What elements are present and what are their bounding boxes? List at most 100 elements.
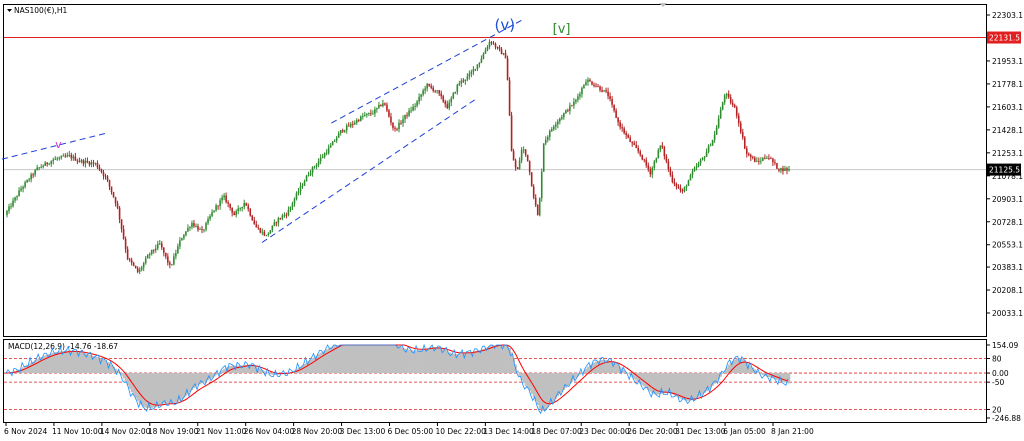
candle-body <box>609 96 611 99</box>
macd-histogram-bar <box>731 360 735 374</box>
candle-body <box>677 186 680 188</box>
candle-body <box>394 127 396 129</box>
macd-histogram-bar <box>540 373 544 412</box>
macd-histogram-bar <box>558 373 562 394</box>
candle-body <box>66 155 69 157</box>
candle-body <box>8 206 10 212</box>
candle-body <box>402 119 404 124</box>
macd-histogram-bar <box>400 347 403 374</box>
macd-histogram-bar <box>64 350 67 374</box>
macd-histogram-bar <box>727 364 730 374</box>
macd-histogram-bar <box>769 373 773 378</box>
wave-label-paren-v: (v) <box>495 16 516 34</box>
macd-histogram-bar <box>162 373 166 404</box>
candle-body <box>780 168 782 171</box>
macd-tick-label: 0.00 <box>992 369 1009 378</box>
price-tick-label: 21253.1 <box>992 149 1023 158</box>
macd-histogram-bar <box>156 373 160 407</box>
candle-body <box>154 248 157 251</box>
candle-body <box>265 234 268 236</box>
candle-body <box>699 160 702 164</box>
candle-body <box>444 101 447 105</box>
candle-body <box>301 185 304 187</box>
candle-body <box>436 90 438 92</box>
macd-histogram-bar <box>663 373 666 393</box>
macd-histogram-bar <box>785 373 789 384</box>
symbol-title: NAS100(€),H1 <box>14 6 67 15</box>
current-price-label: 21125.5 <box>989 166 1020 175</box>
triangle-down-icon[interactable] <box>659 3 667 7</box>
macd-histogram-bar <box>448 352 451 374</box>
candle-body <box>673 181 676 184</box>
macd-histogram-bar <box>667 373 670 393</box>
macd-histogram-bar <box>454 354 457 374</box>
candle-body <box>707 145 710 152</box>
macd-histogram-bar <box>584 368 588 374</box>
candle-body <box>486 47 489 51</box>
macd-histogram-bar <box>249 364 252 374</box>
candle-body <box>607 91 609 97</box>
macd-histogram-bar <box>548 373 552 406</box>
candle-body <box>476 64 479 69</box>
macd-histogram-bar <box>438 347 441 374</box>
candle-body <box>643 159 646 161</box>
macd-histogram-bar <box>347 345 351 374</box>
macd-histogram-bar <box>781 373 785 382</box>
candle-body <box>275 222 278 224</box>
candle-body <box>86 160 89 163</box>
candle-body <box>762 158 764 161</box>
candle-body <box>406 114 408 116</box>
macd-histogram-bar <box>522 373 525 384</box>
macd-histogram-bar <box>26 364 29 374</box>
macd-histogram-bar <box>578 373 582 375</box>
macd-histogram-bar <box>170 373 174 404</box>
macd-histogram-bar <box>349 345 353 374</box>
macd-histogram-bar <box>68 350 71 374</box>
candle-body <box>434 90 436 92</box>
macd-histogram-bar <box>721 373 724 374</box>
candle-body <box>470 71 473 74</box>
candle-body <box>378 104 380 108</box>
macd-histogram-bar <box>355 345 359 374</box>
macd-histogram-bar <box>108 363 111 374</box>
candle-body <box>263 231 266 236</box>
macd-histogram-bar <box>679 373 682 399</box>
macd-histogram-bar <box>144 373 148 408</box>
macd-histogram-bar <box>122 373 125 379</box>
macd-histogram-bar <box>46 354 49 374</box>
macd-histogram-bar <box>659 373 662 395</box>
macd-histogram-bar <box>502 345 505 374</box>
macd-histogram-bar <box>339 345 343 374</box>
macd-histogram-bar <box>480 349 483 374</box>
candle-body <box>341 130 344 132</box>
macd-histogram-bar <box>369 345 373 374</box>
macd-histogram-bar <box>381 345 385 374</box>
macd-histogram-bar <box>725 367 728 374</box>
candle-body <box>189 227 191 228</box>
candle-body <box>663 147 666 157</box>
candle-body <box>715 127 718 135</box>
candle-body <box>764 158 766 159</box>
macd-histogram-bar <box>687 373 690 401</box>
macd-histogram-bar <box>168 373 172 404</box>
macd-histogram-bar <box>562 373 566 390</box>
macd-histogram-bar <box>685 373 688 401</box>
macd-histogram-bar <box>196 373 200 386</box>
macd-histogram-bar <box>325 349 328 374</box>
candle-body <box>267 233 270 235</box>
macd-histogram-bar <box>588 364 592 374</box>
candle-body <box>388 110 390 117</box>
candle-body <box>132 262 135 266</box>
price-tick-label: 20208.1 <box>992 286 1023 295</box>
macd-main-line <box>5 343 789 415</box>
macd-histogram-bar <box>651 373 654 394</box>
macd-histogram-bar <box>512 358 515 374</box>
price-tick-label: 20383.1 <box>992 263 1023 272</box>
candle-body <box>343 130 346 132</box>
candle-body <box>695 166 698 169</box>
candle-body <box>466 76 469 80</box>
candle-body <box>414 105 416 107</box>
candle-body <box>733 105 736 108</box>
macd-histogram-bar <box>452 353 455 374</box>
price-tick-label: 21428.1 <box>992 126 1023 135</box>
